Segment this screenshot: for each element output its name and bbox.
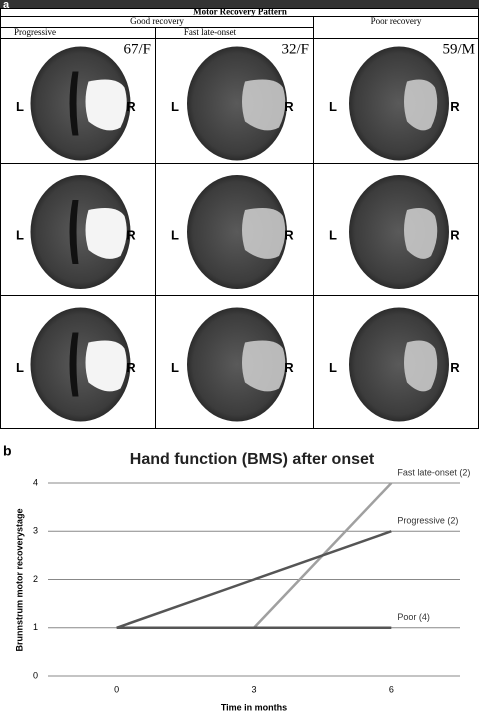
patient-label: 32/F [281,41,309,57]
ventricle [69,71,79,136]
table-title: Motor Recovery Pattern [193,7,287,17]
side-label: L [16,227,24,242]
brain-slice [187,307,287,422]
side-label: R [450,99,460,114]
y-tick-label: 2 [33,574,38,584]
patient-label: 67/F [123,41,151,57]
brain-slice [349,46,449,161]
series-label: Fast late-onset (2) [397,467,470,477]
group-header: Poor recovery [371,16,422,26]
mri-grid: L R 67/F L R L R L R 32/F L R L R L R 59/M L R L R [16,41,475,422]
side-label: R [126,99,136,114]
side-label: L [171,360,179,375]
series-label: Poor (4) [397,612,430,622]
chart: b Hand function (BMS) after onset Brunns… [3,443,470,713]
brain-slice [349,175,449,289]
column-header: Fast late-onset [184,27,237,37]
side-label: R [284,360,294,375]
lesion [242,79,286,131]
panel-label: b [3,443,12,459]
panel-label: a [3,0,10,11]
brain-slice [30,175,131,289]
table-header: Motor Recovery Pattern Good recovery Poo… [0,7,479,429]
side-label: L [171,99,179,114]
brain-slice [187,175,287,289]
side-label: L [329,360,337,375]
group-header: Good recovery [130,16,184,26]
side-label: R [126,227,136,242]
brain-slice [30,307,131,422]
side-label: L [329,227,337,242]
column-header: Progressive [14,27,56,37]
panel-bar [0,0,479,8]
series-line [116,530,392,629]
ventricle [69,200,79,264]
patient-label: 59/M [442,41,475,57]
chart-title: Hand function (BMS) after onset [130,451,375,468]
y-tick-label: 1 [33,622,38,632]
y-tick-label: 3 [33,526,38,536]
side-label: R [126,360,136,375]
side-label: R [284,99,294,114]
lesion [85,340,127,392]
side-label: R [450,227,460,242]
y-axis-label: Brunnstrum motor recoverystage [14,508,24,651]
lesion [85,79,127,131]
ventricle [69,332,79,397]
brain-slice [30,46,131,161]
series-label: Progressive (2) [397,516,458,526]
lesion [242,208,286,259]
side-label: R [450,360,460,375]
lesion [242,340,286,392]
side-label: R [284,227,294,242]
brain-slice [349,307,449,422]
lesion [404,208,438,259]
y-tick-label: 0 [33,670,38,680]
lesion [85,208,127,259]
x-tick-label: 6 [389,684,394,694]
x-axis-label: Time in months [221,702,287,712]
y-tick-label: 4 [33,477,38,487]
brain-slice [187,46,287,161]
side-label: L [171,227,179,242]
lesion [404,79,438,131]
x-tick-label: 0 [114,684,119,694]
side-label: L [16,99,24,114]
side-label: L [329,99,337,114]
side-label: L [16,360,24,375]
x-tick-label: 3 [251,684,256,694]
lesion [404,340,438,392]
